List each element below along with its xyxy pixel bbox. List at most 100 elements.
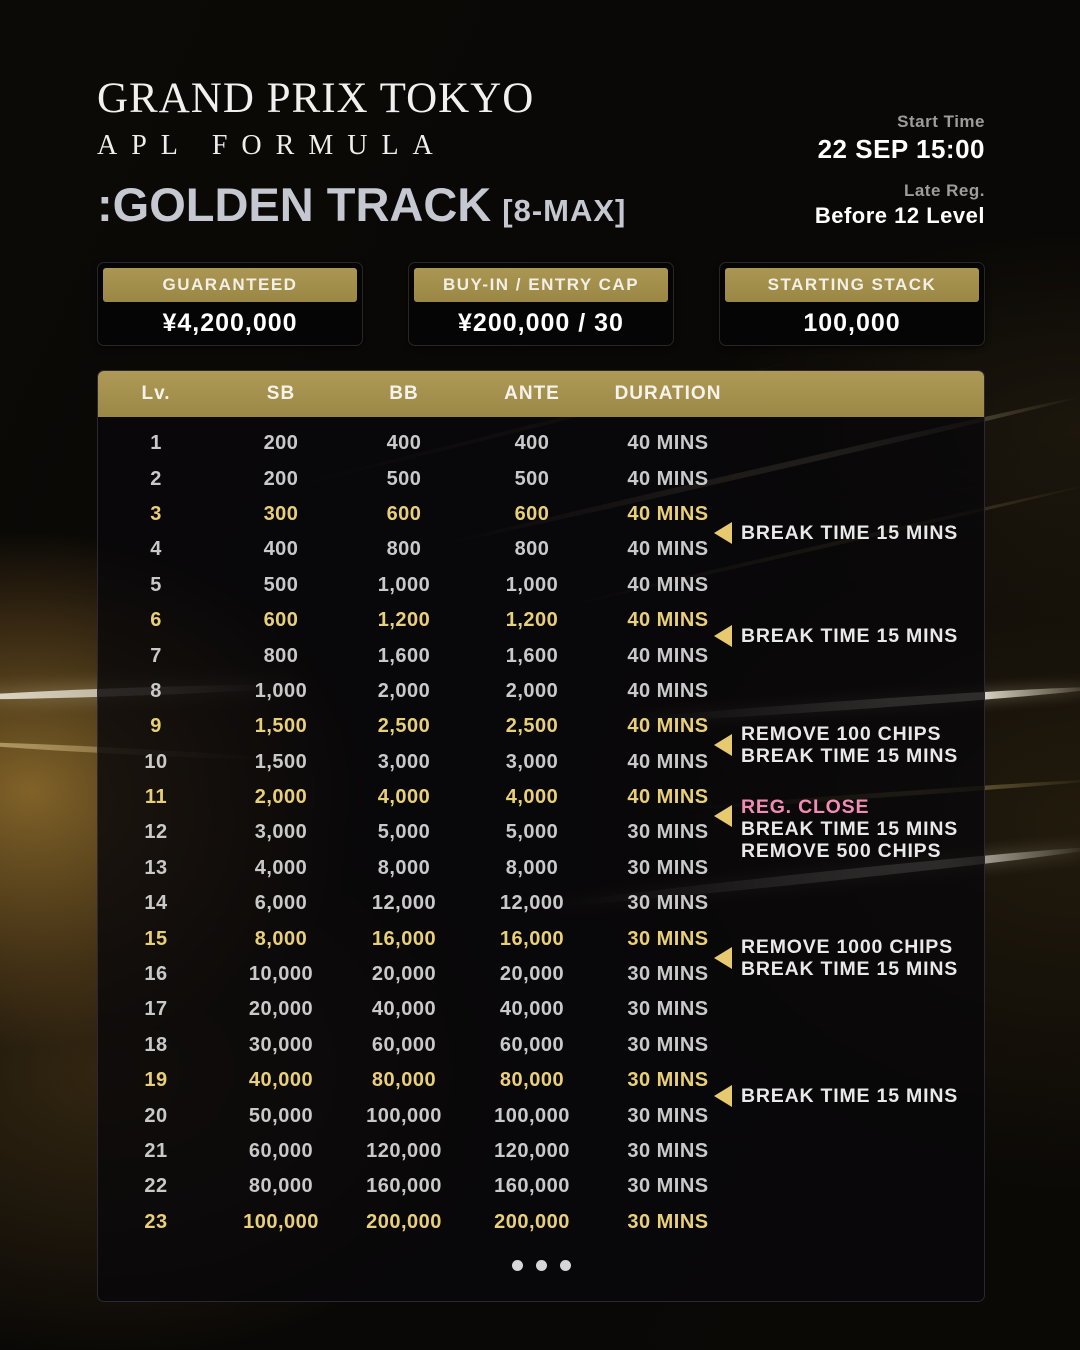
duration-cell: 40 MINS bbox=[627, 644, 709, 667]
start-time-label: Start Time bbox=[897, 112, 985, 131]
ante-cell: 160,000 bbox=[494, 1175, 570, 1198]
sb-cell: 8,000 bbox=[254, 927, 308, 950]
ante-cell: 1,600 bbox=[505, 644, 559, 667]
duration-cell: 30 MINS bbox=[627, 1140, 709, 1162]
table-row: 9 1,500 2,500 2,500 40 MINS bbox=[98, 709, 984, 744]
level-cell: 16 bbox=[144, 963, 168, 986]
table-row: 18 30,000 60,000 60,000 30 MINS bbox=[98, 1028, 984, 1063]
info-box-value: ¥4,200,000 bbox=[162, 308, 298, 337]
ante-cell: 5,000 bbox=[505, 821, 559, 844]
duration-cell: 30 MINS bbox=[627, 856, 709, 879]
level-cell: 23 bbox=[144, 1210, 168, 1233]
ante-cell: 80,000 bbox=[499, 1069, 565, 1092]
info-box: GUARANTEED ¥4,200,000 bbox=[97, 262, 363, 346]
bb-cell: 16,000 bbox=[371, 927, 437, 950]
sb-cell: 80,000 bbox=[248, 1175, 314, 1198]
duration-cell: 30 MINS bbox=[627, 1104, 709, 1127]
event-name: :GOLDEN TRACK bbox=[97, 178, 492, 231]
sb-cell: 800 bbox=[263, 644, 299, 667]
table-row: 19 40,000 80,000 80,000 30 MINS bbox=[98, 1063, 984, 1098]
bb-cell: 4,000 bbox=[377, 786, 431, 809]
column-header-sb: SB bbox=[266, 383, 296, 404]
bb-cell: 120,000 bbox=[366, 1140, 442, 1162]
table-row: 3 300 600 600 40 MINS bbox=[98, 497, 984, 532]
duration-cell: 30 MINS bbox=[627, 821, 709, 844]
column-header-bb: BB bbox=[389, 383, 419, 404]
level-cell: 12 bbox=[144, 821, 168, 844]
table-row: 5 500 1,000 1,000 40 MINS bbox=[98, 568, 984, 603]
table-header-row: Lv. SB BB ANTE DURATION bbox=[98, 371, 984, 417]
bb-cell: 800 bbox=[386, 538, 422, 561]
table-row: 7 800 1,600 1,600 40 MINS bbox=[98, 638, 984, 673]
sb-cell: 200 bbox=[263, 432, 299, 455]
late-reg-label: Late Reg. bbox=[903, 181, 985, 200]
ante-cell: 1,200 bbox=[505, 609, 559, 632]
start-time-value: 22 SEP 15:00 bbox=[817, 134, 985, 164]
duration-cell: 40 MINS bbox=[627, 786, 709, 809]
table-row: 16 10,000 20,000 20,000 30 MINS bbox=[98, 957, 984, 992]
info-box-label: GUARANTEED bbox=[103, 268, 357, 302]
duration-cell: 40 MINS bbox=[627, 502, 709, 525]
level-cell: 11 bbox=[144, 786, 168, 809]
duration-cell: 40 MINS bbox=[627, 609, 709, 632]
info-box-value: 100,000 bbox=[803, 308, 901, 337]
sb-cell: 60,000 bbox=[248, 1140, 314, 1162]
duration-cell: 30 MINS bbox=[627, 892, 709, 915]
level-cell: 22 bbox=[144, 1175, 168, 1198]
duration-cell: 40 MINS bbox=[627, 715, 709, 738]
level-cell: 21 bbox=[144, 1140, 168, 1162]
duration-cell: 40 MINS bbox=[627, 679, 709, 702]
bb-cell: 100,000 bbox=[366, 1104, 442, 1127]
bb-cell: 400 bbox=[386, 432, 422, 455]
bb-cell: 3,000 bbox=[377, 750, 431, 773]
level-cell: 2 bbox=[150, 467, 162, 490]
bb-cell: 200,000 bbox=[366, 1210, 442, 1233]
structure-panel: Lv. SB BB ANTE DURATION 1 200 400 400 40… bbox=[97, 370, 985, 1302]
sb-cell: 600 bbox=[263, 609, 299, 632]
duration-cell: 30 MINS bbox=[627, 1033, 709, 1056]
sb-cell: 10,000 bbox=[248, 963, 314, 986]
table-row: 1 200 400 400 40 MINS bbox=[98, 426, 984, 461]
ante-cell: 400 bbox=[514, 432, 550, 455]
sb-cell: 300 bbox=[263, 502, 299, 525]
table-row: 6 600 1,200 1,200 40 MINS bbox=[98, 603, 984, 638]
duration-cell: 30 MINS bbox=[627, 998, 709, 1021]
ante-cell: 2,500 bbox=[505, 715, 559, 738]
sb-cell: 40,000 bbox=[248, 1069, 314, 1092]
column-header-ante: ANTE bbox=[504, 383, 560, 404]
ante-cell: 12,000 bbox=[499, 892, 565, 915]
level-cell: 3 bbox=[150, 502, 162, 525]
level-cell: 13 bbox=[144, 856, 168, 879]
table-row: 13 4,000 8,000 8,000 30 MINS bbox=[98, 851, 984, 886]
late-reg-value: Before 12 Level bbox=[814, 203, 985, 228]
table-row: 20 50,000 100,000 100,000 30 MINS bbox=[98, 1098, 984, 1133]
duration-cell: 40 MINS bbox=[627, 573, 709, 596]
bb-cell: 12,000 bbox=[371, 892, 437, 915]
level-cell: 14 bbox=[144, 892, 168, 915]
bb-cell: 60,000 bbox=[371, 1033, 437, 1056]
table-row: 17 20,000 40,000 40,000 30 MINS bbox=[98, 992, 984, 1027]
bb-cell: 500 bbox=[386, 467, 422, 490]
sb-cell: 3,000 bbox=[254, 821, 308, 844]
schedule-block: Start Time 22 SEP 15:00 Late Reg. Before… bbox=[815, 112, 985, 229]
ante-cell: 500 bbox=[514, 467, 550, 490]
level-cell: 17 bbox=[144, 998, 168, 1021]
event-title-line: :GOLDEN TRACK [8-MAX] bbox=[97, 177, 626, 232]
ante-cell: 600 bbox=[514, 502, 550, 525]
level-cell: 4 bbox=[150, 538, 162, 561]
table-row: 15 8,000 16,000 16,000 30 MINS bbox=[98, 921, 984, 956]
level-cell: 1 bbox=[150, 432, 162, 455]
level-cell: 5 bbox=[150, 573, 162, 596]
structure-rows: 1 200 400 400 40 MINS 2 200 500 500 40 M… bbox=[98, 426, 984, 1240]
bb-cell: 160,000 bbox=[366, 1175, 442, 1198]
table-row: 4 400 800 800 40 MINS bbox=[98, 532, 984, 567]
level-cell: 8 bbox=[150, 679, 162, 702]
ante-cell: 20,000 bbox=[499, 963, 565, 986]
column-header-duration: DURATION bbox=[614, 383, 722, 404]
series-subtitle: APL FORMULA bbox=[97, 130, 447, 161]
table-row: 21 60,000 120,000 120,000 30 MINS bbox=[98, 1134, 984, 1169]
ellipsis-dot-icon bbox=[511, 1260, 523, 1271]
level-cell: 18 bbox=[144, 1033, 168, 1056]
sb-cell: 4,000 bbox=[254, 856, 308, 879]
